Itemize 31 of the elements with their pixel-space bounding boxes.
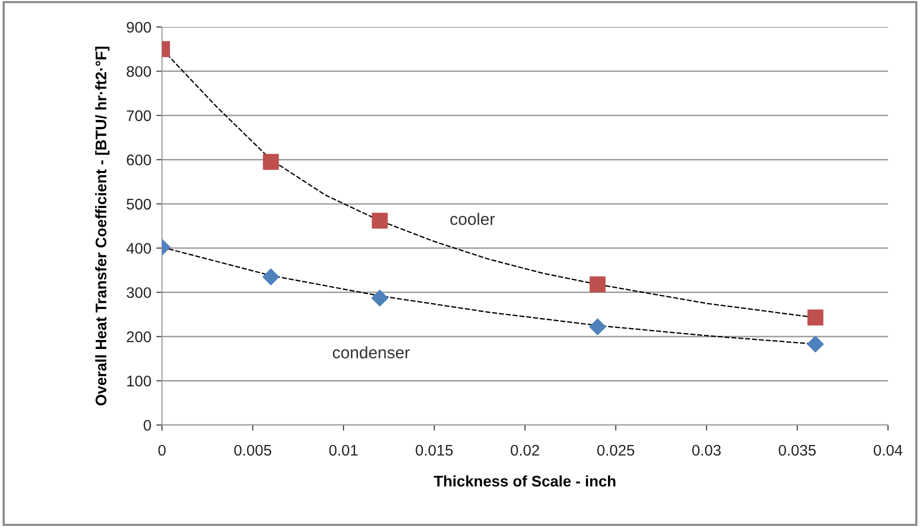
y-tick-label: 900 xyxy=(126,22,151,33)
y-tick-label: 100 xyxy=(127,376,151,386)
point xyxy=(807,310,824,326)
y-tick-label: 800 xyxy=(126,66,151,77)
x-tick-label: 0.04 xyxy=(874,444,902,456)
x-tick-label: 0 xyxy=(158,444,166,456)
y-tick-label: 500 xyxy=(126,198,151,210)
y-tick-label: 300 xyxy=(126,287,151,298)
x-tick-label: 0.02 xyxy=(510,444,540,456)
x-axis-title: Thickness of Scale - inch xyxy=(434,475,616,487)
point xyxy=(262,154,279,170)
point xyxy=(372,290,388,306)
y-axis-title: Overall Heat Transfer Coefficient - [BTU/ hr·ft2·°F] xyxy=(95,46,110,406)
x-tick-label: 0.005 xyxy=(234,444,272,456)
x-tick-label: 0.03 xyxy=(692,444,721,456)
y-tick-label: 0 xyxy=(144,420,151,431)
x-tick-label: 0.015 xyxy=(416,444,453,456)
point xyxy=(372,212,388,229)
point xyxy=(262,268,280,286)
series-label: cooler xyxy=(450,212,495,225)
point xyxy=(590,276,606,292)
x-tick-label: 0.01 xyxy=(329,444,358,456)
y-tick-label: 200 xyxy=(126,331,151,342)
x-tick-label: 0.035 xyxy=(778,444,816,456)
point xyxy=(589,318,606,336)
y-tick-label: 400 xyxy=(126,242,151,254)
text: condenser xyxy=(332,346,410,358)
point xyxy=(807,336,824,352)
y-tick-label: 700 xyxy=(126,110,151,122)
x-tick-label: 0.025 xyxy=(597,444,634,456)
y-tick-label: 600 xyxy=(126,154,151,166)
